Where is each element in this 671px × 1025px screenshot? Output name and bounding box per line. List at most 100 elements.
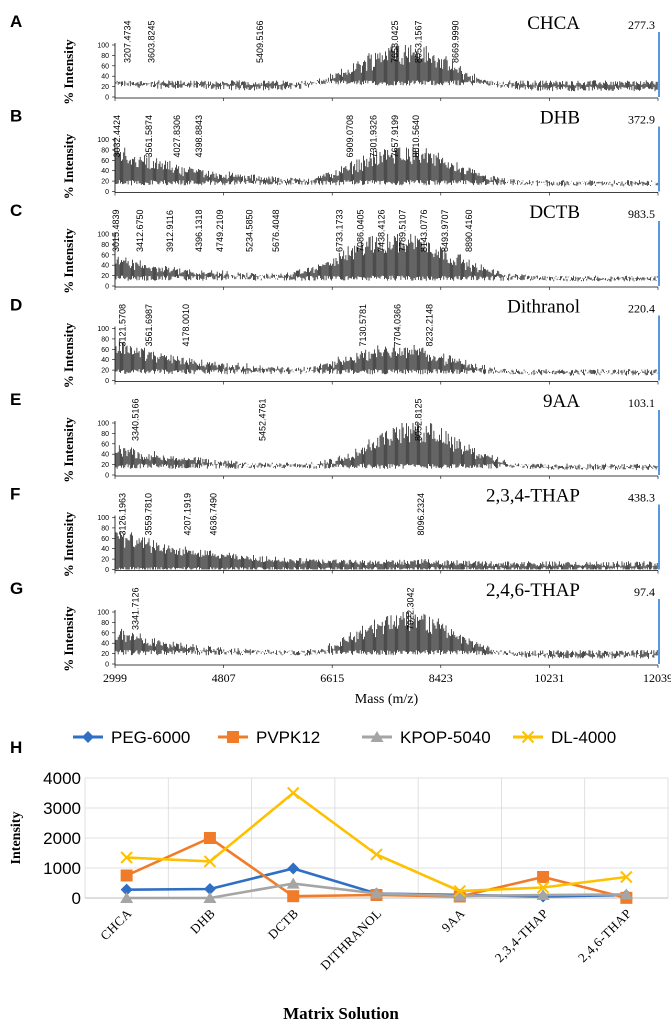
spectrum-trace xyxy=(115,340,658,376)
peak-label: 3121.5708 xyxy=(117,304,127,347)
y-tick-label: 40 xyxy=(101,263,109,270)
y-tick-label: 20 xyxy=(101,273,109,280)
peak-label: 4396.1318 xyxy=(194,209,204,252)
peak-label: 7438.4126 xyxy=(377,209,387,252)
series-dl-4000 xyxy=(120,786,633,898)
series-marker xyxy=(521,730,535,744)
y-tick-label: 0 xyxy=(105,378,109,385)
spectrum-trace xyxy=(115,612,658,659)
series-marker xyxy=(287,862,300,875)
series-marker xyxy=(120,851,133,864)
x-axis-title: Mass (m/z) xyxy=(355,692,419,707)
peak-label: 8010.5640 xyxy=(411,115,421,158)
series-marker xyxy=(536,889,550,900)
y-tick-label: 60 xyxy=(101,347,109,354)
peak-label: 3015.4839 xyxy=(111,209,121,252)
peak-label: 8493.9707 xyxy=(440,209,450,252)
peak-label: 8143.0776 xyxy=(419,209,429,252)
peak-label: 4749.2109 xyxy=(215,209,225,252)
peak-label: 7301.9326 xyxy=(369,115,379,158)
panel-letter: H xyxy=(10,738,22,757)
spectrum-trace xyxy=(115,145,658,187)
h-category-label: DCTB xyxy=(265,906,302,943)
series-marker xyxy=(203,855,217,868)
legend-label: PEG-6000 xyxy=(111,728,190,747)
max-intensity-label: 220.4 xyxy=(628,302,655,316)
peak-label: 3126.1963 xyxy=(118,493,128,536)
max-intensity-label: 983.5 xyxy=(628,207,655,221)
peak-label: 4207.1919 xyxy=(183,493,193,536)
peak-label: 6733.1733 xyxy=(334,209,344,252)
spectrum-panel-a: A CHCA 277.3 % Intensity 0 20 40 60 80 100 3207.47… xyxy=(10,12,660,105)
peak-label: 3207.4734 xyxy=(123,20,133,63)
matrix-name: DHB xyxy=(540,108,580,129)
peak-label: 3559.7810 xyxy=(144,493,154,536)
series-marker xyxy=(227,731,239,743)
spectrum-trace xyxy=(115,423,658,471)
peak-label: 8052.8125 xyxy=(414,398,424,441)
panel-letter: A xyxy=(10,12,22,31)
max-intensity-label: 103.1 xyxy=(628,396,655,410)
spectrum-trace xyxy=(115,234,658,282)
y-tick-label: 100 xyxy=(97,232,109,239)
y-tick-label: 40 xyxy=(101,168,109,175)
legend-label: KPOP-5040 xyxy=(400,728,491,747)
series-marker xyxy=(287,890,300,903)
y-tick-label: 40 xyxy=(101,641,109,648)
h-y-tick-label: 4000 xyxy=(43,769,81,788)
series-marker xyxy=(120,869,133,882)
peak-label: 3341.7126 xyxy=(131,587,141,630)
y-tick-label: 0 xyxy=(105,189,109,196)
peak-label: 7086.0405 xyxy=(356,209,366,252)
series-marker xyxy=(536,881,550,894)
y-axis-label: % Intensity xyxy=(61,417,76,483)
peak-label: 7130.5781 xyxy=(358,304,368,347)
y-tick-label: 40 xyxy=(101,452,109,459)
h-y-axis-label: Intensity xyxy=(9,812,24,865)
peak-label: 7922.3042 xyxy=(406,587,416,630)
h-category-label: DITHRANOL xyxy=(317,906,384,973)
y-tick-label: 80 xyxy=(101,525,109,532)
spectrum-panel-g: G 2,4,6-THAP 97.4 % Intensity 0 20 40 60 80 100 33… xyxy=(10,579,660,672)
series-marker xyxy=(453,884,466,898)
peak-label: 7704.0366 xyxy=(393,304,403,347)
y-axis-label: % Intensity xyxy=(61,228,76,294)
peak-label: 5234.5850 xyxy=(244,209,254,252)
y-tick-label: 60 xyxy=(101,158,109,165)
y-axis-label: % Intensity xyxy=(61,39,76,105)
x-tick-label: 8423 xyxy=(429,671,453,685)
y-tick-label: 100 xyxy=(97,515,109,522)
y-tick-label: 100 xyxy=(97,421,109,428)
matrix-name: CHCA xyxy=(527,13,580,34)
y-axis-label: % Intensity xyxy=(61,322,76,388)
h-category-label: 2,3,4-THAP xyxy=(492,906,552,966)
x-tick-label: 10231 xyxy=(534,671,564,685)
series-marker xyxy=(82,731,94,743)
y-axis-label: % Intensity xyxy=(61,511,76,577)
peak-label: 3603.8245 xyxy=(146,20,156,63)
matrix-name: 9AA xyxy=(543,391,580,412)
peak-label: 3561.6987 xyxy=(144,304,154,347)
max-intensity-label: 372.9 xyxy=(628,113,655,127)
max-intensity-label: 438.3 xyxy=(628,491,655,505)
y-tick-label: 80 xyxy=(101,336,109,343)
x-tick-label: 2999 xyxy=(103,671,127,685)
peak-label: 3340.5166 xyxy=(131,398,141,441)
series-marker xyxy=(620,870,633,884)
h-category-label: 2,4,6-THAP xyxy=(575,906,635,966)
h-category-label: CHCA xyxy=(97,905,135,943)
peak-label: 5452.4761 xyxy=(257,398,267,441)
panel-letter: B xyxy=(10,107,22,126)
y-tick-label: 80 xyxy=(101,53,109,60)
peak-label: 8669.9990 xyxy=(451,20,461,63)
series-marker xyxy=(370,731,384,742)
legend-item-dl-4000: DL-4000 xyxy=(513,728,616,747)
series-marker xyxy=(619,888,633,900)
y-tick-label: 40 xyxy=(101,546,109,553)
y-tick-label: 0 xyxy=(105,662,109,669)
peak-label: 8096.2324 xyxy=(416,493,426,536)
y-tick-label: 100 xyxy=(97,326,109,333)
panel-letter: F xyxy=(10,485,20,504)
series-marker xyxy=(287,786,300,800)
